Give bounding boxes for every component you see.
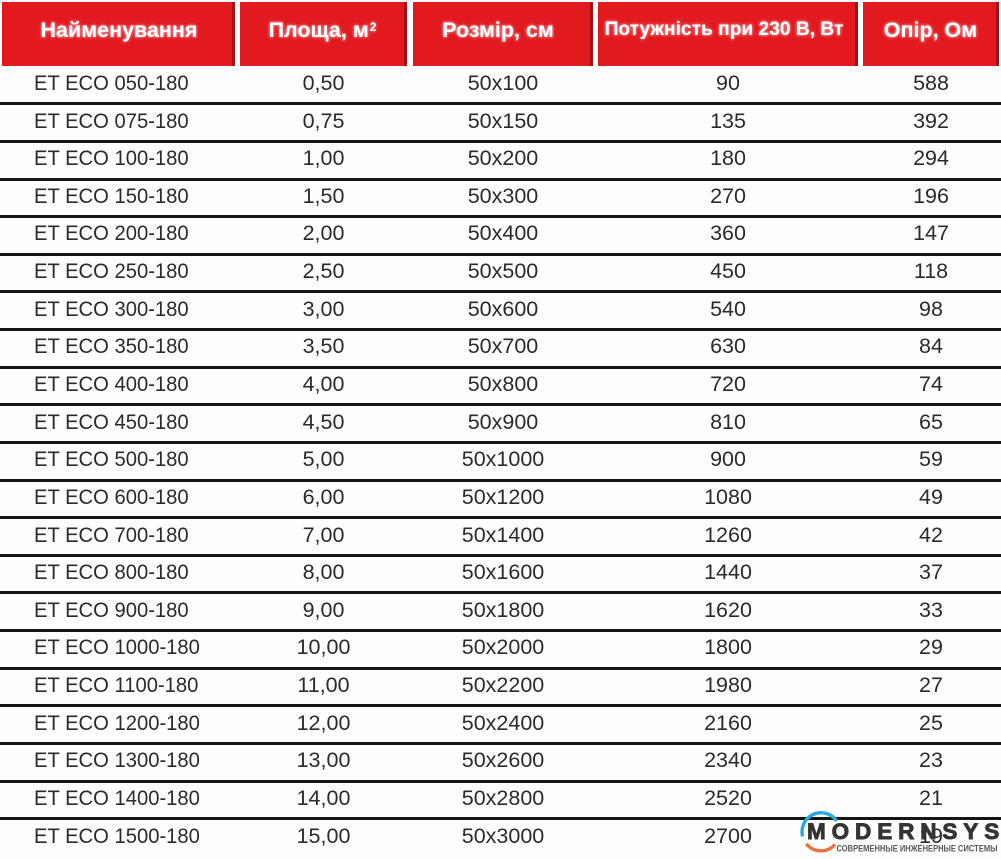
svg-text:MODERNSYS: MODERNSYS	[807, 819, 1001, 844]
svg-text:СОВРЕМЕННЫЕ ИНЖЕНЕРНЫЕ СИСТЕМЫ: СОВРЕМЕННЫЕ ИНЖЕНЕРНЫЕ СИСТЕМЫ	[837, 843, 998, 854]
